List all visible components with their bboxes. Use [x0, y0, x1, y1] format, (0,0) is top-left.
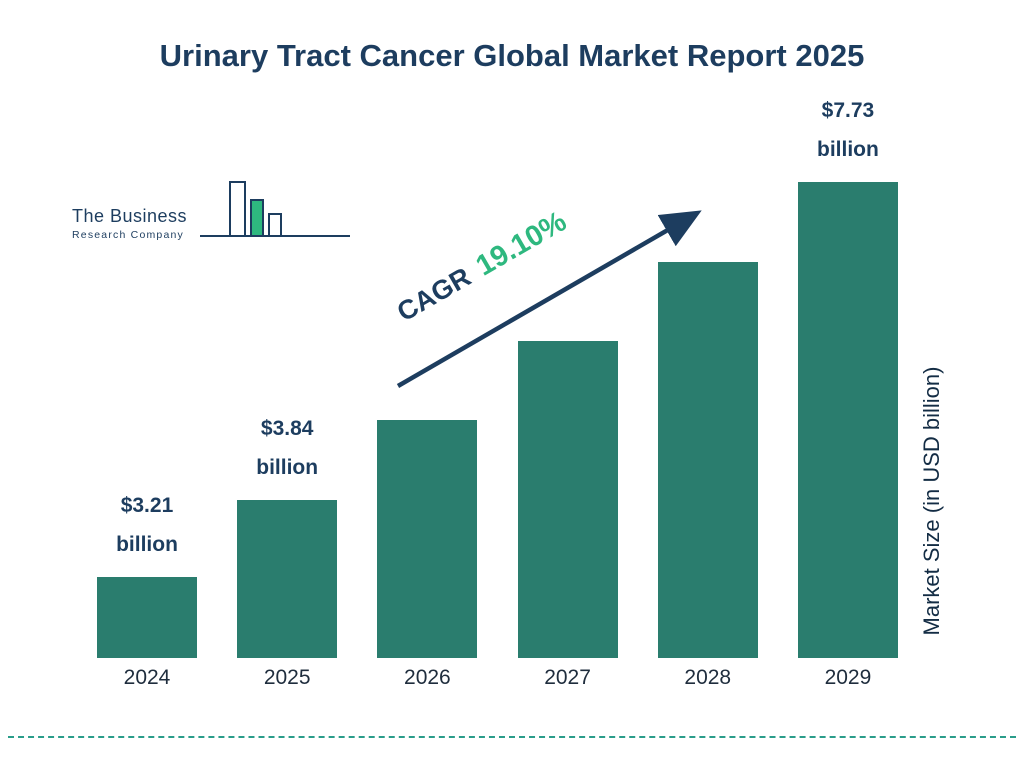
logo-text: The Business Research Company [72, 206, 187, 241]
chart-title: Urinary Tract Cancer Global Market Repor… [159, 38, 865, 73]
bar-2028 [657, 262, 758, 658]
bar-value-label: $3.84 billion [256, 410, 318, 488]
logo-text-line1: The Business [72, 206, 188, 226]
bar-2027 [517, 341, 618, 658]
bar-column-2029: $7.73 billion [797, 0, 898, 658]
bar-2024 [97, 577, 197, 658]
x-axis-label-2027: 2027 [544, 666, 591, 689]
bar-value-amount: $3.21 [120, 494, 174, 518]
bar-value-label: $3.21 billion [116, 487, 178, 565]
bar-column-2028 [657, 0, 758, 658]
bar-value-unit: billion [256, 456, 319, 480]
x-axis-labels: 2024 2025 2026 2027 2028 2029 [97, 666, 898, 690]
bar-value-unit: billion [116, 533, 178, 557]
bar-value-label: $7.73 billion [817, 92, 879, 170]
company-logo: The Business Research Company [72, 178, 350, 248]
bar-2026 [377, 420, 478, 658]
bar-column-2024: $3.21 billion [97, 0, 197, 658]
bar-value-amount: $3.84 [260, 417, 314, 441]
bar-column-2025: $3.84 billion [237, 0, 338, 658]
logo-bar-chart-icon [200, 178, 350, 249]
bar-column-2026 [377, 0, 478, 658]
x-axis-label-2029: 2029 [824, 666, 872, 689]
x-axis-label-2026: 2026 [404, 666, 451, 689]
bar-value-amount: $7.73 [821, 99, 875, 123]
x-axis-label-2028: 2028 [684, 666, 732, 689]
y-axis-title: Market Size (in USD billion) [919, 366, 944, 636]
bar-2029 [797, 182, 898, 658]
x-axis-label-2024: 2024 [123, 666, 171, 689]
bottom-dashed-rule [8, 736, 1016, 738]
bar-2025 [237, 500, 338, 658]
x-axis-label-2025: 2025 [263, 666, 311, 689]
bar-value-unit: billion [817, 138, 879, 162]
bar-chart: $3.21 billion $3.84 billion $7.73 billio… [97, 0, 898, 658]
logo-text-line2: Research Company [72, 229, 184, 241]
bar-column-2027 [517, 0, 618, 658]
